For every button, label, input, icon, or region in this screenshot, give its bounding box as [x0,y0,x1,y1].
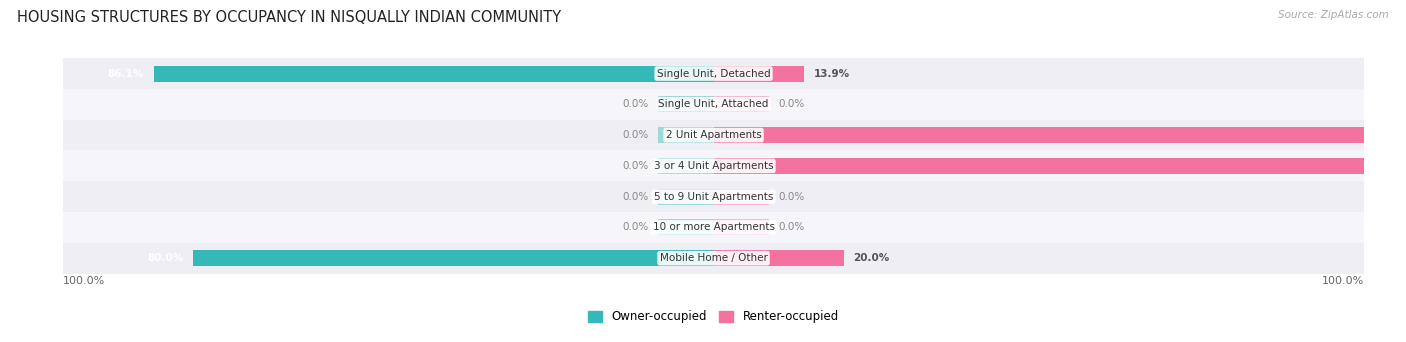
Text: 0.0%: 0.0% [779,222,804,233]
Bar [193,250,713,266]
Bar [63,58,1364,89]
Text: HOUSING STRUCTURES BY OCCUPANCY IN NISQUALLY INDIAN COMMUNITY: HOUSING STRUCTURES BY OCCUPANCY IN NISQU… [17,10,561,25]
Bar [658,220,713,235]
Text: 2 Unit Apartments: 2 Unit Apartments [665,130,762,140]
Bar [63,212,1364,243]
Bar [63,243,1364,274]
Bar [153,66,713,81]
Bar [658,189,713,205]
Text: 0.0%: 0.0% [623,130,648,140]
Text: Single Unit, Attached: Single Unit, Attached [658,99,769,109]
Text: 3 or 4 Unit Apartments: 3 or 4 Unit Apartments [654,161,773,171]
Bar [63,120,1364,150]
Bar [658,158,713,174]
Text: 0.0%: 0.0% [779,192,804,202]
Bar [713,66,804,81]
Bar [713,250,844,266]
Text: 100.0%: 100.0% [1374,130,1406,140]
Bar [713,158,1364,174]
Text: 0.0%: 0.0% [623,192,648,202]
Bar [658,127,713,143]
Text: 100.0%: 100.0% [63,276,105,286]
Text: 20.0%: 20.0% [853,253,890,263]
Text: 10 or more Apartments: 10 or more Apartments [652,222,775,233]
Text: 0.0%: 0.0% [623,99,648,109]
Legend: Owner-occupied, Renter-occupied: Owner-occupied, Renter-occupied [583,306,844,328]
Bar [713,96,769,112]
Text: 13.9%: 13.9% [814,68,849,79]
Bar [63,89,1364,120]
Bar [713,220,769,235]
Text: 100.0%: 100.0% [1322,276,1364,286]
Text: 5 to 9 Unit Apartments: 5 to 9 Unit Apartments [654,192,773,202]
Bar [63,150,1364,181]
Text: 0.0%: 0.0% [623,161,648,171]
Bar [713,189,769,205]
Bar [658,96,713,112]
Text: 0.0%: 0.0% [779,99,804,109]
Text: 0.0%: 0.0% [623,222,648,233]
Text: 86.1%: 86.1% [108,68,143,79]
Text: 100.0%: 100.0% [1374,161,1406,171]
Text: Single Unit, Detached: Single Unit, Detached [657,68,770,79]
Bar [63,181,1364,212]
Text: Mobile Home / Other: Mobile Home / Other [659,253,768,263]
Text: 80.0%: 80.0% [148,253,184,263]
Text: Source: ZipAtlas.com: Source: ZipAtlas.com [1278,10,1389,20]
Bar [713,127,1364,143]
